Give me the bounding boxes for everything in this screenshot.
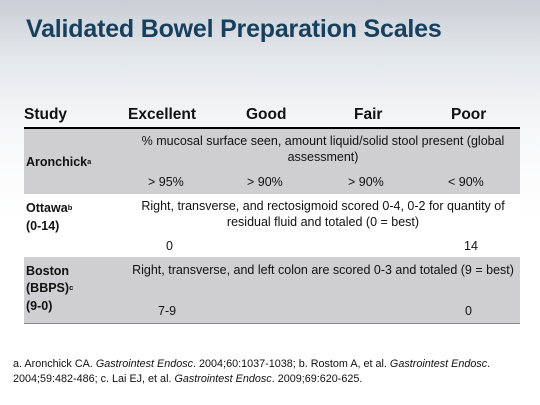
footnote-references: a. Aronchick CA. Gastrointest Endosc. 20… [13, 357, 529, 387]
ref-c-journal: Gastrointest Endosc [174, 373, 272, 385]
study-abbrev: (BBPS) [26, 281, 70, 295]
value-poor: 14 [464, 239, 478, 253]
study-name: Ottawab (0-14) [26, 200, 72, 235]
value-excellent: > 95% [148, 175, 184, 189]
row-description: % mucosal surface seen, amount liquid/so… [141, 134, 505, 164]
study-range: (0-14) [26, 219, 60, 233]
row-description: Right, transverse, and rectosigmoid scor… [141, 199, 505, 229]
value-good: > 90% [247, 175, 283, 189]
ref-a-citation: . 2004;60:1037-1038; b. Rostom A, et al. [193, 358, 390, 370]
study-superscript: a [87, 157, 92, 166]
row-description: Right, transverse, and left colon are sc… [132, 263, 514, 277]
header-good: Good [246, 106, 287, 123]
value-poor: < 90% [448, 175, 484, 189]
table-row-ottawa: Ottawab (0-14) Right, transverse, and re… [24, 194, 520, 257]
ref-b-journal: Gastrointest Endosc [389, 358, 488, 370]
header-rule [24, 127, 520, 129]
ref-c-citation: . 2009;69:620-625. [271, 373, 363, 385]
study-name-text: Boston [26, 264, 70, 278]
header-fair: Fair [354, 106, 383, 123]
value-excellent: 7-9 [158, 304, 177, 318]
header-poor: Poor [451, 106, 487, 123]
study-name-text: Aronchick [26, 155, 88, 169]
ref-b-citation: . 2004;59:482-486; c. Lai EJ, et al. [13, 358, 491, 385]
header-study: Study [24, 106, 68, 123]
study-name: Aronchicka [26, 154, 91, 172]
value-excellent: 0 [166, 239, 173, 253]
value-poor: 0 [465, 304, 472, 318]
ref-a-journal: Gastrointest Endosc [95, 358, 194, 370]
study-superscript: c [69, 283, 74, 292]
table-row-aronchick: Aronchicka % mucosal surface seen, amoun… [24, 129, 520, 194]
value-fair: > 90% [348, 175, 384, 189]
study-superscript: b [67, 203, 73, 212]
study-range: (9-0) [26, 299, 53, 313]
table-bottom-rule [24, 323, 520, 324]
slide-title: Validated Bowel Preparation Scales [26, 15, 442, 43]
header-excellent: Excellent [128, 106, 197, 123]
table-row-boston: Boston (BBPS)c (9-0) Right, transverse, … [24, 257, 520, 323]
study-name-text: Ottawa [26, 201, 68, 215]
study-name: Boston (BBPS)c (9-0) [26, 263, 73, 315]
ref-a-author: a. Aronchick CA. [13, 358, 96, 370]
